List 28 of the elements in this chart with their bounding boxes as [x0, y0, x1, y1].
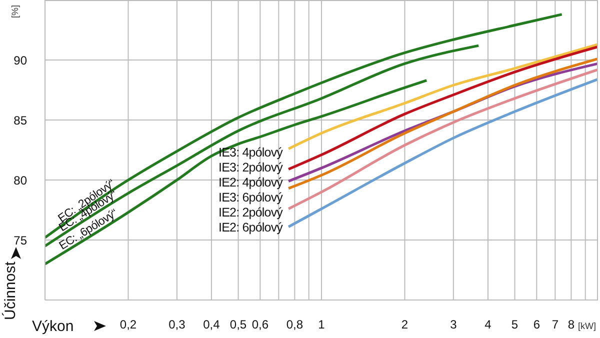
x-tick-label: 6	[533, 318, 540, 332]
y-tick-label: 75	[14, 233, 28, 248]
x-tick-label: 1	[318, 318, 326, 332]
text: [kW]	[578, 321, 596, 331]
series-label: IE3: 4pólový	[218, 145, 284, 160]
series-label: IE3: 6pólový	[218, 190, 284, 204]
x-tick-label: 7	[552, 318, 559, 332]
x-tick-label: 0,3	[168, 318, 186, 332]
x-axis-title: Výkon	[32, 318, 74, 335]
text: [%]	[10, 4, 20, 18]
x-tick-label: 8	[568, 318, 575, 332]
y-tick-label: 80	[14, 173, 28, 188]
series-label: IE2: 6pólový	[218, 220, 284, 234]
x-tick-label: 4	[484, 318, 492, 332]
x-tick-label: 0,6	[252, 318, 269, 332]
y-tick-label: 90	[14, 53, 28, 68]
x-tick-label: 3	[450, 318, 458, 332]
x-tick-label: 0,2	[120, 318, 137, 332]
x-tick-label: 0,4	[203, 318, 220, 332]
y-axis-title: Účinnost	[2, 262, 19, 320]
series-label: IE2: 2pólový	[218, 205, 284, 220]
x-tick-label: 5	[511, 318, 518, 332]
x-tick-label: 0,5	[230, 318, 247, 332]
y-tick-label: 85	[14, 113, 28, 128]
x-tick-label: 2	[401, 318, 408, 332]
series-label: IE3: 2pólový	[218, 160, 284, 174]
series-label: IE2: 4pólový	[218, 175, 284, 190]
x-tick-label: 0,8	[286, 318, 304, 332]
